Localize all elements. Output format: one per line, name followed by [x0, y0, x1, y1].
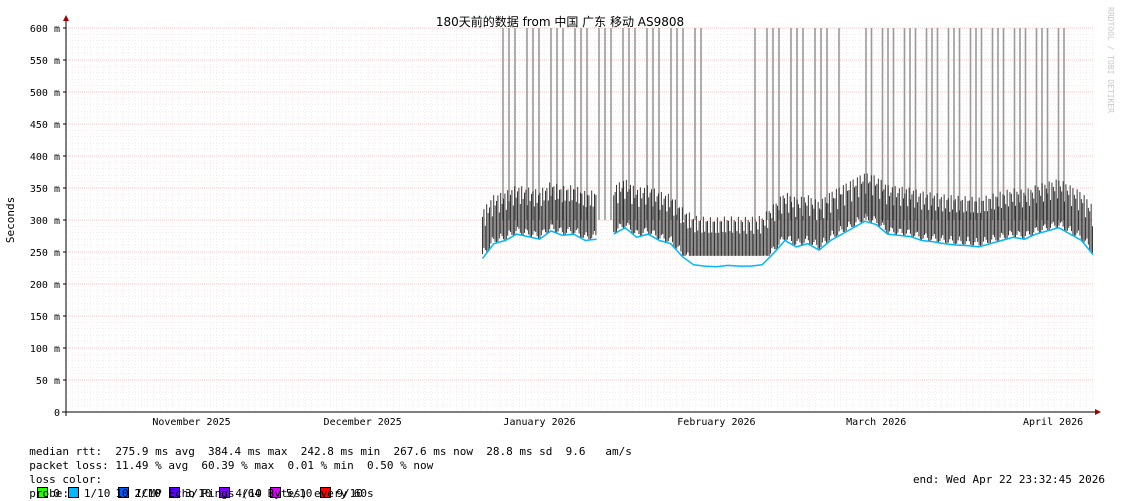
median-rtt-series: [613, 220, 1094, 268]
series-lines: [481, 220, 1094, 268]
loss-color-line: loss color: 0 1/10 2/10 3/10 4/10 5/10 9/10: [16, 459, 363, 500]
axes: [62, 15, 1101, 416]
median-rtt-text: median rtt: 275.9 ms avg 384.4 ms max 24…: [29, 445, 632, 458]
x-tick-label: January 2026: [503, 417, 575, 428]
x-tick-labels: November 2025 December 2025 January 2026 Fe…: [152, 417, 1083, 428]
y-tick-label: 450 m: [30, 120, 60, 131]
y-tick-label: 100 m: [30, 344, 60, 355]
rtt-band: [482, 173, 1093, 256]
y-tick-label: 550 m: [30, 56, 60, 67]
end-time: end: Wed Apr 22 23:32:45 2026: [912, 473, 1105, 486]
y-tick-label: 300 m: [30, 216, 60, 227]
y-axis-arrow-icon: [63, 15, 69, 21]
y-tick-label: 0: [54, 408, 60, 419]
chart-title: 180天前的数据 from 中国 广东 移动 AS9808: [436, 14, 684, 29]
rtt-chart: 0 50 m 100 m 150 m 200 m 250 m 300 m 350 m 400 m…: [4, 7, 1115, 428]
y-tick-label: 250 m: [30, 248, 60, 259]
y-tick-label: 600 m: [30, 24, 60, 35]
x-tick-label: December 2025: [324, 417, 402, 428]
x-tick-label: February 2026: [677, 417, 755, 428]
y-tick-label: 400 m: [30, 152, 60, 163]
y-tick-labels: 0 50 m 100 m 150 m 200 m 250 m 300 m 350 m 400 m…: [30, 24, 66, 419]
y-tick-label: 350 m: [30, 184, 60, 195]
packet-loss-line: packet loss: 11.49 % avg 60.39 % max 0.0…: [16, 445, 433, 472]
watermark: RRDTOOL / TOBI OETIKER: [1106, 7, 1115, 113]
y-tick-label: 150 m: [30, 312, 60, 323]
x-tick-label: April 2026: [1023, 417, 1083, 428]
y-tick-label: 500 m: [30, 88, 60, 99]
loss-color-label: loss color:: [29, 473, 103, 486]
packet-loss-text: packet loss: 11.49 % avg 60.39 % max 0.0…: [29, 459, 434, 472]
x-axis-arrow-icon: [1095, 409, 1101, 415]
median-rtt-line: median rtt: 275.9 ms avg 384.4 ms max 24…: [16, 431, 632, 458]
y-axis-label: Seconds: [4, 197, 17, 243]
x-tick-label: November 2025: [152, 417, 230, 428]
y-tick-label: 50 m: [36, 376, 60, 387]
x-tick-label: March 2026: [846, 417, 906, 428]
y-tick-label: 200 m: [30, 280, 60, 291]
median-rtt-series: [481, 230, 597, 259]
probe-line: probe: 10 ICMP Echo Pings (64 Bytes) eve…: [16, 473, 373, 500]
